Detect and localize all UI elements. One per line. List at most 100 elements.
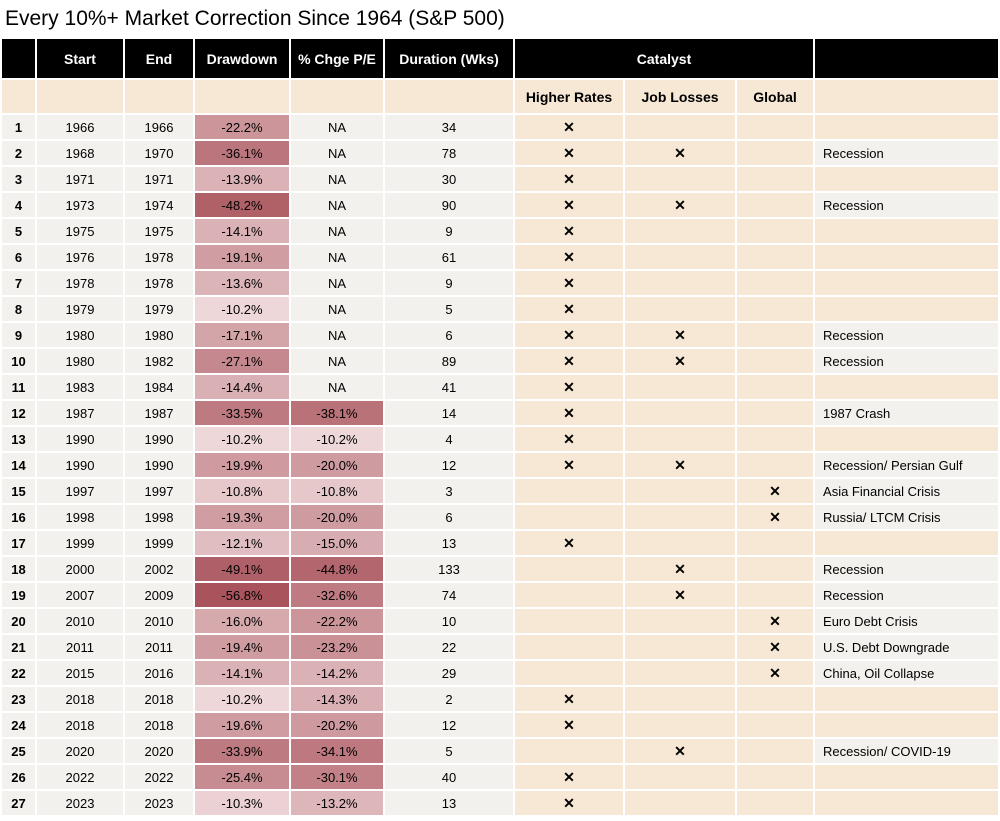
end-year: 1984 <box>125 375 193 399</box>
catalyst-global-cell: ✕ <box>737 609 814 633</box>
drawdown-cell: -17.1% <box>195 323 289 347</box>
table-row: 25 2020 2020 -33.9% -34.1% 5 ✕ Recession/ COVID… <box>2 739 999 763</box>
catalyst-higher-rates-cell: ✕ <box>515 141 623 165</box>
start-year: 1990 <box>37 453 123 477</box>
row-number: 15 <box>2 479 35 503</box>
duration-cell: 89 <box>385 349 513 373</box>
row-number: 6 <box>2 245 35 269</box>
catalyst-higher-rates-cell: ✕ <box>515 427 623 451</box>
catalyst-higher-rates-cell: ✕ <box>515 713 623 737</box>
global-subheader: Global <box>737 80 814 113</box>
row-number: 19 <box>2 583 35 607</box>
catalyst-global-cell <box>737 739 814 763</box>
subheader-spacer <box>2 80 35 113</box>
start-year: 2020 <box>37 739 123 763</box>
note-cell: Recession <box>815 583 999 607</box>
note-cell: Recession/ COVID-19 <box>815 739 999 763</box>
note-cell <box>815 297 999 321</box>
catalyst-job-losses-cell <box>625 297 735 321</box>
row-number: 17 <box>2 531 35 555</box>
catalyst-global-cell <box>737 271 814 295</box>
subheader-spacer <box>195 80 289 113</box>
pe-change-cell: -20.0% <box>291 453 383 477</box>
x-mark: ✕ <box>563 430 575 447</box>
catalyst-job-losses-cell: ✕ <box>625 141 735 165</box>
drawdown-cell: -49.1% <box>195 557 289 581</box>
end-year: 2018 <box>125 687 193 711</box>
catalyst-global-cell: ✕ <box>737 479 814 503</box>
catalyst-higher-rates-cell: ✕ <box>515 531 623 555</box>
duration-cell: 78 <box>385 141 513 165</box>
duration-cell: 30 <box>385 167 513 191</box>
pe-change-cell: -23.2% <box>291 635 383 659</box>
catalyst-job-losses-cell: ✕ <box>625 323 735 347</box>
start-year: 1980 <box>37 349 123 373</box>
catalyst-higher-rates-cell: ✕ <box>515 687 623 711</box>
start-year: 1990 <box>37 427 123 451</box>
duration-cell: 6 <box>385 505 513 529</box>
catalyst-higher-rates-cell: ✕ <box>515 453 623 477</box>
note-cell <box>815 531 999 555</box>
x-mark: ✕ <box>563 170 575 187</box>
drawdown-cell: -16.0% <box>195 609 289 633</box>
duration-cell: 29 <box>385 661 513 685</box>
end-year: 2016 <box>125 661 193 685</box>
catalyst-global-cell <box>737 583 814 607</box>
drawdown-cell: -36.1% <box>195 141 289 165</box>
note-cell <box>815 271 999 295</box>
catalyst-job-losses-cell <box>625 713 735 737</box>
pe-change-cell: -44.8% <box>291 557 383 581</box>
note-cell: 1987 Crash <box>815 401 999 425</box>
drawdown-cell: -14.4% <box>195 375 289 399</box>
duration-cell: 14 <box>385 401 513 425</box>
catalyst-job-losses-cell <box>625 245 735 269</box>
catalyst-job-losses-cell: ✕ <box>625 583 735 607</box>
x-mark: ✕ <box>563 794 575 811</box>
catalyst-job-losses-cell <box>625 167 735 191</box>
pe-change-cell: NA <box>291 297 383 321</box>
end-year: 2023 <box>125 791 193 815</box>
catalyst-global-cell: ✕ <box>737 661 814 685</box>
catalyst-global-cell <box>737 297 814 321</box>
duration-cell: 13 <box>385 791 513 815</box>
duration-cell: 22 <box>385 635 513 659</box>
pe-change-cell: -38.1% <box>291 401 383 425</box>
drawdown-cell: -56.8% <box>195 583 289 607</box>
catalyst-higher-rates-cell: ✕ <box>515 323 623 347</box>
table-row: 2 1968 1970 -36.1% NA 78 ✕ ✕ Recession <box>2 141 999 165</box>
start-year: 2023 <box>37 791 123 815</box>
catalyst-job-losses-cell <box>625 115 735 139</box>
duration-cell: 74 <box>385 583 513 607</box>
row-number: 16 <box>2 505 35 529</box>
table-row: 23 2018 2018 -10.2% -14.3% 2 ✕ <box>2 687 999 711</box>
catalyst-global-cell <box>737 531 814 555</box>
x-mark: ✕ <box>563 326 575 343</box>
table-row: 3 1971 1971 -13.9% NA 30 ✕ <box>2 167 999 191</box>
x-mark: ✕ <box>563 404 575 421</box>
table-row: 16 1998 1998 -19.3% -20.0% 6 ✕ Russia/ LTCM Cri… <box>2 505 999 529</box>
catalyst-job-losses-cell <box>625 401 735 425</box>
catalyst-job-losses-cell <box>625 271 735 295</box>
table-row: 19 2007 2009 -56.8% -32.6% 74 ✕ Recession <box>2 583 999 607</box>
pe-change-cell: NA <box>291 193 383 217</box>
drawdown-cell: -13.9% <box>195 167 289 191</box>
start-year: 1999 <box>37 531 123 555</box>
subheader-spacer <box>291 80 383 113</box>
subheader-spacer <box>125 80 193 113</box>
drawdown-cell: -10.3% <box>195 791 289 815</box>
table-row: 22 2015 2016 -14.1% -14.2% 29 ✕ China, Oil Coll… <box>2 661 999 685</box>
x-mark: ✕ <box>563 274 575 291</box>
drawdown-cell: -10.2% <box>195 427 289 451</box>
catalyst-global-cell <box>737 193 814 217</box>
note-cell <box>815 245 999 269</box>
catalyst-global-cell <box>737 219 814 243</box>
x-mark: ✕ <box>674 742 686 759</box>
start-year: 1971 <box>37 167 123 191</box>
catalyst-higher-rates-cell: ✕ <box>515 193 623 217</box>
x-mark: ✕ <box>563 534 575 551</box>
catalyst-higher-rates-cell: ✕ <box>515 765 623 789</box>
end-year: 2022 <box>125 765 193 789</box>
x-mark: ✕ <box>563 768 575 785</box>
higher-rates-subheader: Higher Rates <box>515 80 623 113</box>
end-year: 1990 <box>125 453 193 477</box>
